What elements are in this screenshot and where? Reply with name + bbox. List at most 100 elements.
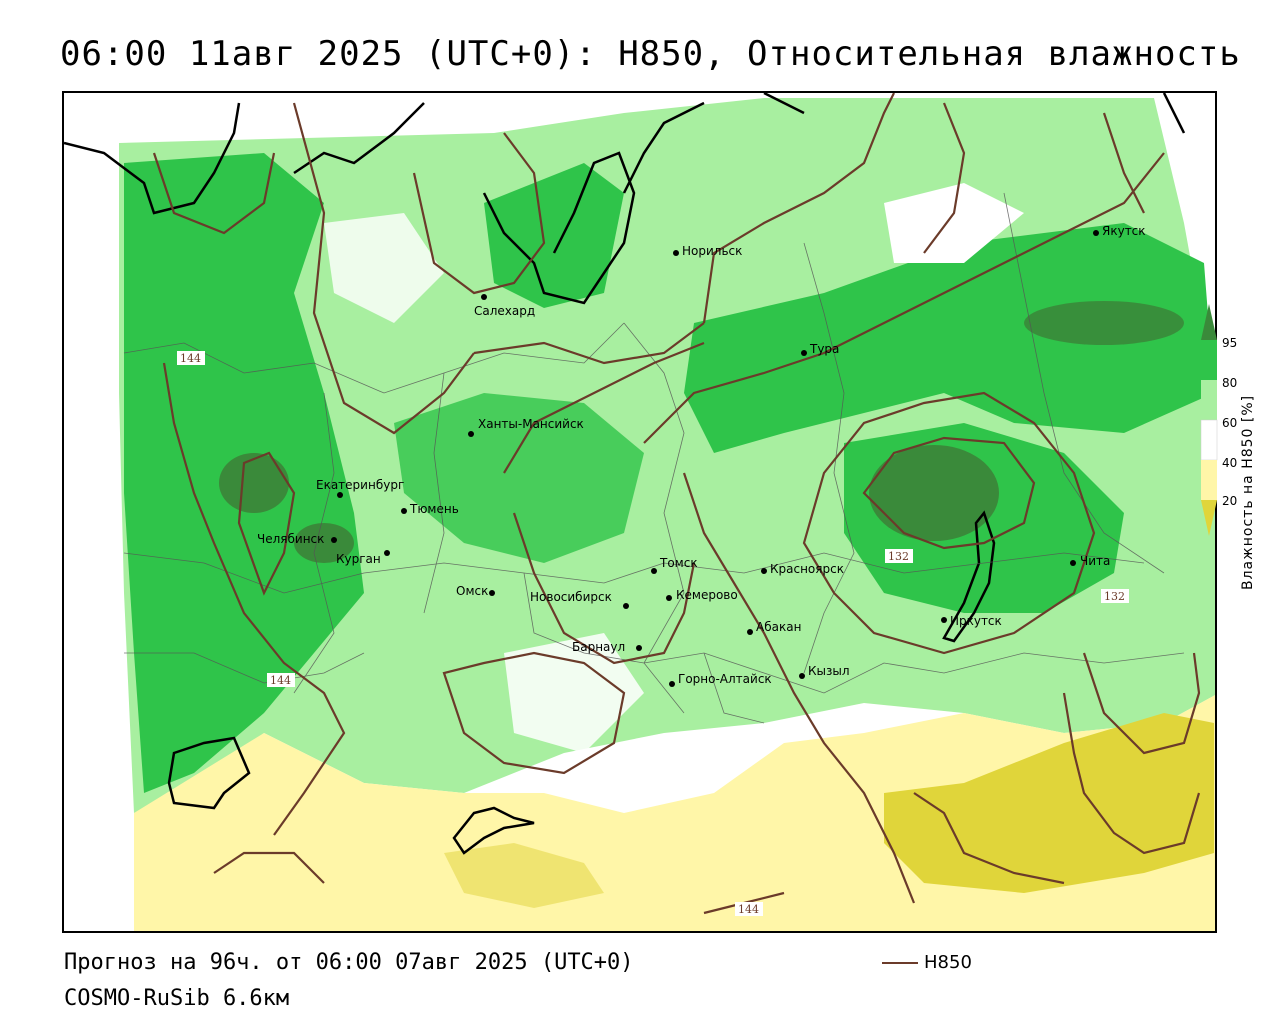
city-gorno-altaysk: Горно-Алтайск bbox=[669, 672, 772, 687]
svg-text:Курган: Курган bbox=[336, 552, 381, 566]
city-tyumen: Тюмень bbox=[401, 502, 459, 516]
city-irkutsk: Иркутск bbox=[941, 614, 1002, 628]
svg-text:Якутск: Якутск bbox=[1102, 224, 1146, 238]
city-marker bbox=[761, 568, 767, 574]
region-borders bbox=[123, 192, 1185, 724]
svg-text:Челябинск: Челябинск bbox=[257, 532, 324, 546]
city-abakan: Абакан bbox=[747, 620, 801, 635]
svg-text:Барнаул: Барнаул bbox=[572, 640, 625, 654]
city-marker bbox=[401, 508, 407, 514]
city-salekhard: Салехард bbox=[474, 294, 535, 318]
svg-text:Екатеринбург: Екатеринбург bbox=[316, 478, 404, 492]
forecast-info: Прогноз на 96ч. от 06:00 07авг 2025 (UTC… bbox=[64, 950, 634, 975]
city-marker bbox=[636, 645, 642, 651]
city-krasnoyarsk: Красноярск bbox=[761, 562, 844, 576]
city-kurgan: Курган bbox=[336, 550, 390, 566]
map-area[interactable]: 144 144 132 132 144 Салехард Норильск bbox=[62, 91, 1217, 933]
humidity-core-95-urals bbox=[219, 453, 289, 513]
colorbar-tick-60: 60 bbox=[1222, 416, 1238, 430]
svg-text:Ханты-Мансийск: Ханты-Мансийск bbox=[478, 417, 584, 431]
city-tura: Тура bbox=[801, 342, 839, 356]
city-omsk: Омск bbox=[456, 584, 495, 598]
city-barnaul: Барнаул bbox=[572, 640, 642, 654]
colorbar-segment-20-40 bbox=[1201, 460, 1217, 500]
map-title: 06:00 11авг 2025 (UTC+0): H850, Относите… bbox=[60, 34, 1241, 74]
caspian-sea bbox=[167, 736, 251, 810]
svg-text:Горно-Алтайск: Горно-Алтайск bbox=[678, 672, 772, 686]
contour-label-2: 144 bbox=[267, 673, 295, 687]
city-marker bbox=[651, 568, 657, 574]
svg-text:144: 144 bbox=[738, 903, 759, 916]
city-marker bbox=[666, 595, 672, 601]
colorbar-segment-80-95 bbox=[1201, 340, 1217, 380]
colorbar-bottom-arrow bbox=[1201, 500, 1217, 536]
humidity-area-40-central bbox=[324, 213, 444, 323]
colorbar-segment-40-60 bbox=[1200, 419, 1218, 461]
city-marker bbox=[468, 431, 474, 437]
svg-text:Кызыл: Кызыл bbox=[808, 664, 850, 678]
model-info: COSMO-RuSib 6.6км bbox=[64, 986, 290, 1011]
svg-text:Чита: Чита bbox=[1080, 554, 1110, 568]
colorbar-tick-20: 20 bbox=[1222, 494, 1238, 508]
contour-label-4: 132 bbox=[1101, 589, 1129, 603]
colorbar-top-arrow bbox=[1201, 304, 1217, 340]
contour-label-1: 144 bbox=[177, 351, 205, 365]
svg-text:132: 132 bbox=[1104, 590, 1125, 603]
contour-label-5: 144 bbox=[735, 902, 763, 916]
svg-text:Иркутск: Иркутск bbox=[950, 614, 1002, 628]
humidity-area-80-east bbox=[684, 223, 1214, 453]
colorbar-tick-40: 40 bbox=[1222, 456, 1238, 470]
city-kyzyl: Кызыл bbox=[799, 664, 850, 679]
city-chelyabinsk: Челябинск bbox=[257, 532, 337, 546]
city-marker bbox=[623, 603, 629, 609]
city-marker bbox=[799, 673, 805, 679]
humidity-core-95-east bbox=[1024, 301, 1184, 345]
city-yakutsk: Якутск bbox=[1093, 224, 1146, 238]
svg-text:132: 132 bbox=[888, 550, 909, 563]
humidity-colorbar bbox=[1200, 304, 1218, 536]
city-marker bbox=[673, 250, 679, 256]
city-marker bbox=[337, 492, 343, 498]
city-marker bbox=[1093, 230, 1099, 236]
city-yekaterinburg: Екатеринбург bbox=[316, 478, 404, 498]
contour-line-label: H850 bbox=[924, 952, 972, 973]
city-norilsk: Норильск bbox=[673, 244, 742, 258]
colorbar-tick-80: 80 bbox=[1222, 376, 1238, 390]
city-marker bbox=[941, 617, 947, 623]
colorbar-segment-60-80 bbox=[1201, 380, 1217, 420]
humidity-area-low-mid bbox=[444, 843, 604, 908]
svg-text:Кемерово: Кемерово bbox=[676, 588, 738, 602]
humidity-area-low-east bbox=[884, 713, 1214, 893]
humidity-area-80-central bbox=[394, 393, 644, 563]
colorbar-tick-95: 95 bbox=[1222, 336, 1238, 350]
humidity-area-40-north bbox=[884, 183, 1024, 263]
colorbar-title: Влажность на H850 [%] bbox=[1240, 394, 1256, 590]
city-khanty-mansiysk: Ханты-Мансийск bbox=[468, 417, 584, 437]
city-marker bbox=[489, 590, 495, 596]
city-marker bbox=[1070, 560, 1076, 566]
coastline bbox=[64, 93, 1186, 305]
balkhash-lake bbox=[452, 806, 535, 855]
svg-text:Томск: Томск bbox=[659, 556, 698, 570]
humidity-area-80-north bbox=[484, 163, 624, 308]
city-marker bbox=[481, 294, 487, 300]
city-marker bbox=[747, 629, 753, 635]
contour-label-3: 132 bbox=[885, 549, 913, 563]
contour-line-legend: H850 bbox=[882, 952, 972, 973]
svg-text:Норильск: Норильск bbox=[682, 244, 742, 258]
humidity-map: 144 144 132 132 144 Салехард Норильск bbox=[64, 93, 1215, 931]
humidity-area-40-south bbox=[504, 633, 644, 753]
humidity-core-95-west bbox=[294, 523, 354, 563]
city-marker bbox=[384, 550, 390, 556]
svg-text:144: 144 bbox=[270, 674, 291, 687]
svg-text:144: 144 bbox=[180, 352, 201, 365]
svg-text:Красноярск: Красноярск bbox=[770, 562, 844, 576]
city-novosibirsk: Новосибирск bbox=[530, 590, 629, 609]
contour-line-swatch bbox=[882, 961, 918, 964]
svg-text:Омск: Омск bbox=[456, 584, 488, 598]
city-tomsk: Томск bbox=[651, 556, 698, 574]
humidity-core-95-baikal bbox=[869, 445, 999, 541]
svg-text:Новосибирск: Новосибирск bbox=[530, 590, 612, 604]
svg-text:Абакан: Абакан bbox=[756, 620, 801, 634]
city-chita: Чита bbox=[1070, 554, 1110, 568]
